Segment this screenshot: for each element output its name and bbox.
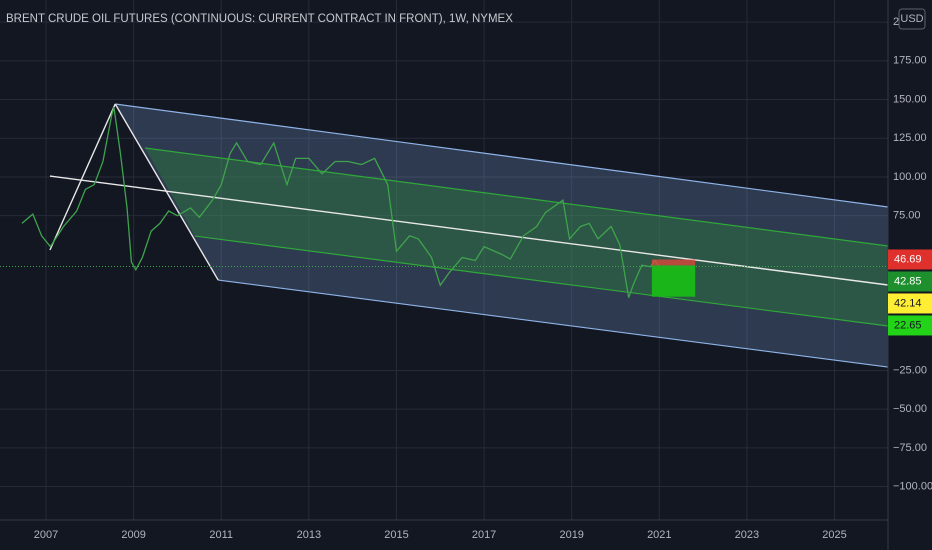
channel-line: [194, 235, 889, 327]
currency[interactable]: USD: [900, 13, 923, 25]
price-badge: [888, 315, 932, 336]
price-badge-label: 46.69: [894, 253, 922, 265]
stop-zone: [651, 259, 696, 266]
price-line: [21, 107, 660, 298]
price-badge-label: 22.65: [894, 319, 922, 331]
trend-line: [49, 175, 889, 286]
x-tick-label: 2025: [822, 529, 846, 541]
y-tick-label: −50.00: [893, 403, 927, 415]
price-badge: [888, 293, 932, 314]
trend-line: [49, 103, 116, 251]
y-tick-label: −100.00: [893, 480, 932, 492]
x-tick-label: 2017: [472, 529, 496, 541]
x-tick-label: 2021: [647, 529, 671, 541]
channel-line: [144, 147, 889, 247]
y-tick-label: −25.00: [893, 364, 927, 376]
y-tick-label: −75.00: [893, 442, 927, 454]
trend-line: [114, 103, 219, 281]
y-tick-label: 125.00: [893, 132, 927, 144]
y-tick-label: 75.00: [893, 210, 921, 222]
x-tick-label: 2007: [34, 529, 58, 541]
x-tick-label: 2013: [297, 529, 321, 541]
x-tick-label: 2009: [121, 529, 145, 541]
chart-title: BRENT CRUDE OIL FUTURES (CONTINUOUS: CUR…: [6, 13, 513, 25]
price-badge: [888, 249, 932, 270]
target-zone: [651, 265, 696, 297]
y-tick-label: 100.00: [893, 171, 927, 183]
price-badge-label: 42.85: [894, 275, 922, 287]
price-badge: [888, 271, 932, 292]
currency-box[interactable]: [898, 8, 926, 30]
x-tick-label: 2023: [735, 529, 759, 541]
channel-line: [115, 103, 889, 208]
y-tick-label: 150.00: [893, 93, 927, 105]
x-tick-label: 2011: [209, 529, 233, 541]
channel-line: [218, 279, 889, 368]
y-tick-label: 2: [893, 16, 899, 28]
x-tick-label: 2015: [384, 529, 408, 541]
y-tick-label: 175.00: [893, 55, 927, 67]
price-badge-label: 42.14: [894, 297, 922, 309]
x-tick-label: 2019: [559, 529, 583, 541]
